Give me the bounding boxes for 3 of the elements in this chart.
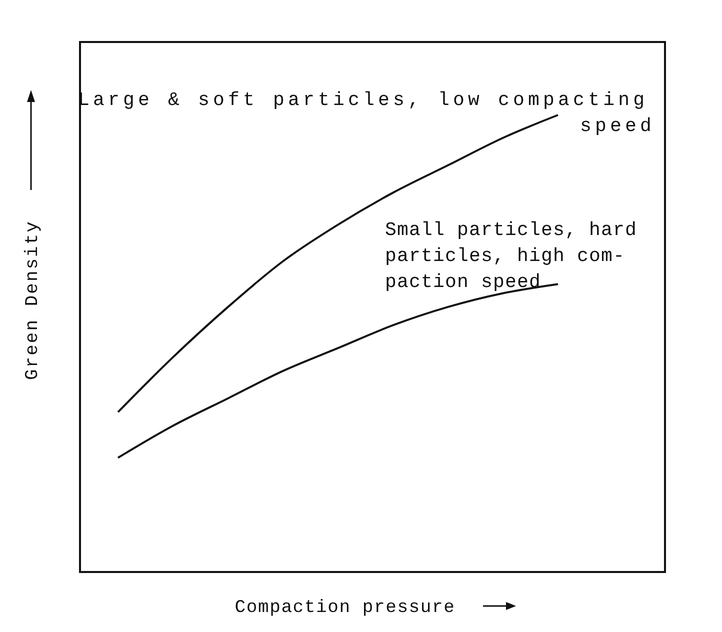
series-label: Small particles, hard particles, high com- paction speed: [385, 219, 638, 293]
y-axis-title: Green Density: [23, 220, 43, 380]
x-axis-title: Compaction pressure: [234, 598, 456, 618]
